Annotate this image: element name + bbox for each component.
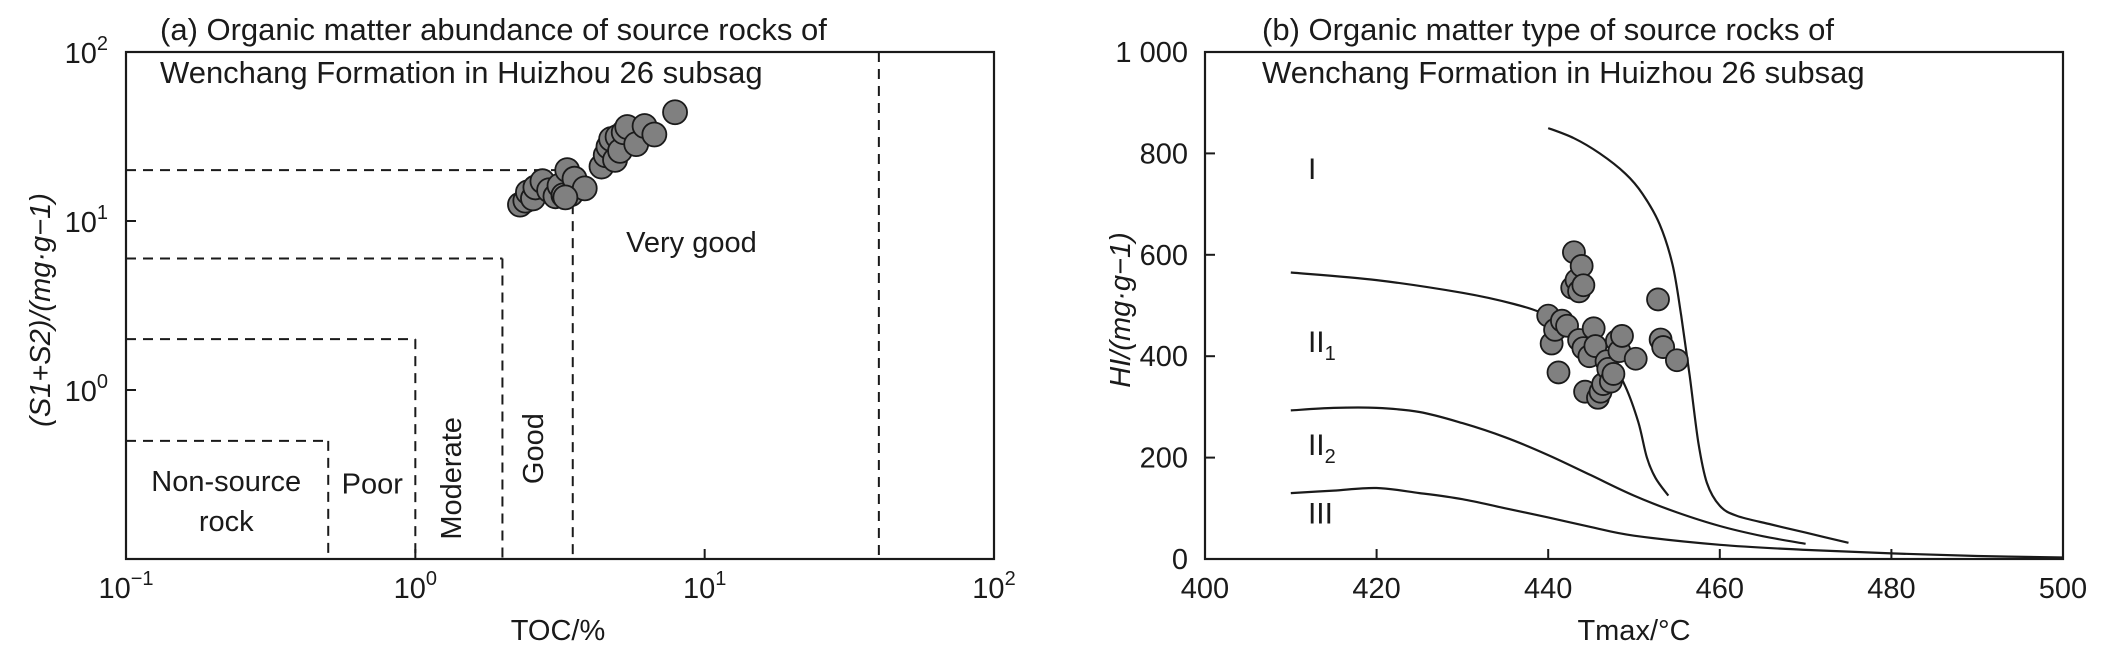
panel-a: (a) Organic matter abundance of source r… — [25, 12, 1016, 647]
data-point — [1601, 362, 1626, 386]
panel-a-data-points — [507, 99, 688, 218]
data-point — [552, 184, 579, 211]
panel-a-y-ticks: 100 101 102 — [65, 33, 136, 408]
panel-b-y-ticks: 0 200 400 600 800 1 000 — [1115, 37, 1215, 576]
panel-a-title-line-1: (a) Organic matter abundance of source r… — [160, 12, 827, 47]
zone-label: Poor — [342, 468, 404, 500]
x-tick-label: 10−1 — [98, 568, 153, 605]
panel-a-zone-labels: Non-source rock Poor Moderate Good Very good — [151, 227, 756, 540]
y-tick-label: 600 — [1140, 240, 1188, 272]
y-tick-label: 800 — [1140, 138, 1188, 170]
panel-b-data-points — [1536, 240, 1689, 410]
panel-a-plot-frame — [124, 50, 996, 561]
x-tick-label: 440 — [1524, 573, 1572, 605]
y-tick-label: 200 — [1140, 443, 1188, 475]
data-point — [662, 99, 688, 126]
panel-b-x-axis-label: Tmax/°C — [1577, 615, 1690, 647]
data-point — [1546, 360, 1571, 385]
panel-b-x-ticks: 400 420 440 460 480 500 — [1181, 549, 2087, 605]
y-tick-label: 1 000 — [1115, 37, 1188, 69]
zone-label: Good — [518, 413, 550, 484]
panel-b-boundary-curves — [1290, 127, 2064, 559]
kerogen-type-label: II1 — [1308, 326, 1336, 365]
x-tick-label: 101 — [683, 568, 726, 605]
data-point — [1623, 346, 1648, 371]
kerogen-boundary-curve — [1547, 127, 1849, 544]
data-point — [1571, 273, 1596, 298]
data-point — [1646, 287, 1670, 312]
x-tick-label: 100 — [394, 568, 437, 605]
x-tick-label: 420 — [1352, 573, 1400, 605]
y-tick-label: 400 — [1140, 341, 1188, 373]
kerogen-boundary-curve — [1290, 486, 2064, 559]
panel-b-y-axis-label: HI/(mg·g−1) — [1105, 232, 1137, 388]
y-tick-label: 101 — [65, 202, 108, 239]
y-tick-label: 102 — [65, 33, 108, 70]
x-tick-label: 400 — [1181, 573, 1229, 605]
panel-b: (b) Organic matter type of source rocks … — [1105, 12, 2087, 647]
x-tick-label: 460 — [1696, 573, 1744, 605]
zone-label: Non-source rock — [151, 466, 301, 538]
panel-a-zone-boundaries — [126, 52, 880, 559]
y-tick-label: 100 — [65, 371, 108, 408]
panel-b-kerogen-type-labels: I II1 II2 III — [1308, 153, 1336, 531]
y-tick-label: 0 — [1172, 544, 1188, 576]
x-tick-label: 500 — [2039, 573, 2087, 605]
kerogen-type-label: I — [1308, 153, 1316, 186]
data-point — [641, 121, 668, 148]
panel-b-title-line-1: (b) Organic matter type of source rocks … — [1262, 12, 1834, 47]
x-tick-label: 480 — [1867, 573, 1915, 605]
panel-b-plot-frame — [1203, 50, 2065, 561]
panel-a-y-axis-label: (S1+S2)/(mg·g−1) — [25, 193, 57, 427]
panel-a-x-ticks: 10−1 100 101 102 — [98, 549, 1016, 605]
x-tick-label: 102 — [972, 568, 1015, 605]
data-point — [1665, 348, 1689, 373]
panel-a-title-line-2: Wenchang Formation in Huizhou 26 subsag — [160, 55, 763, 90]
kerogen-type-label: II2 — [1308, 429, 1336, 468]
kerogen-boundary-curve — [1290, 406, 1806, 545]
zone-label: Moderate — [436, 417, 468, 540]
zone-label: Very good — [626, 227, 757, 259]
kerogen-type-label: III — [1308, 498, 1333, 531]
panel-a-x-axis-label: TOC/% — [511, 615, 606, 647]
data-point — [1610, 324, 1634, 348]
panel-b-title-line-2: Wenchang Formation in Huizhou 26 subsag — [1262, 55, 1865, 90]
